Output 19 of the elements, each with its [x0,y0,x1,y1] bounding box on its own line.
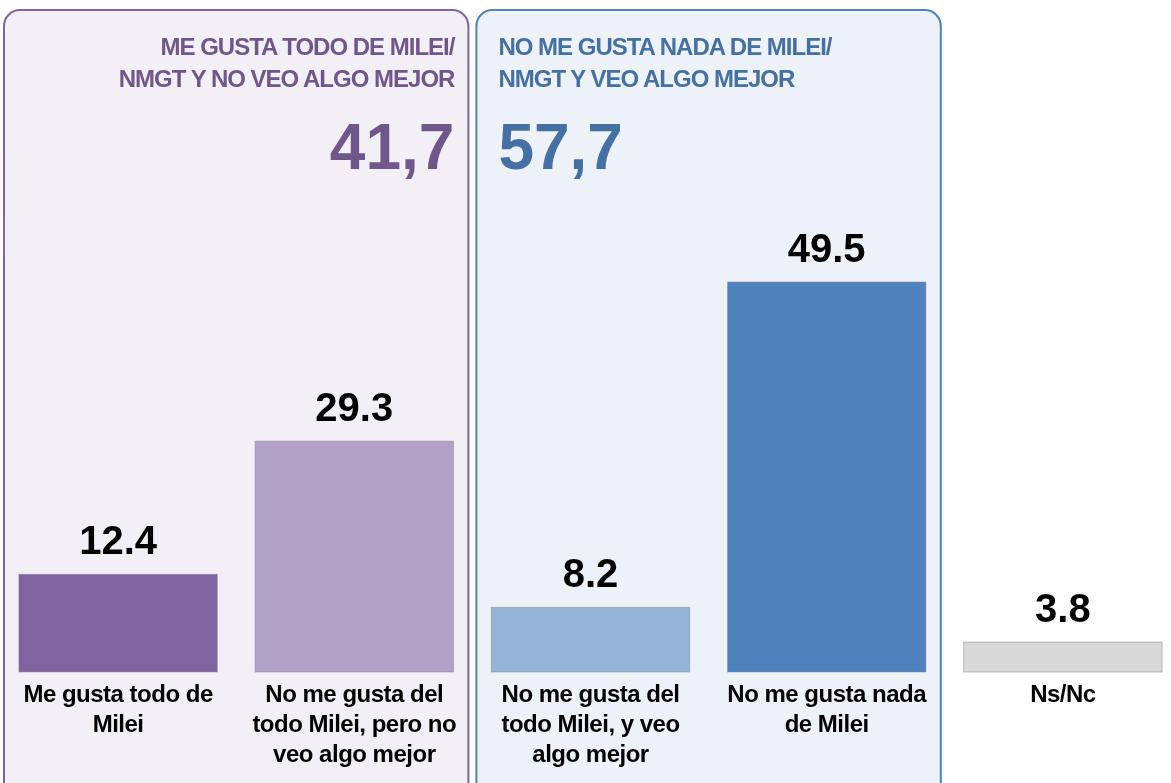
band-label: NO ME GUSTA NADA DE MILEI/ NMGT Y VEO ALGO MEJOR [498,33,833,92]
data-label: 12.4 [79,518,158,563]
x-tick-label: No me gusta nada de Milei [727,680,928,737]
text: 57,7 [498,111,623,183]
data-label: 8.2 [562,551,619,596]
bar [963,641,1163,673]
x-tick-label: No me gusta del todo Milei, y veo algo mejor [501,680,680,767]
x-tick-label: No me gusta del todo Milei, pero no veo algo mejor [252,680,457,767]
text: 41,7 [329,111,455,183]
data-label: 29.3 [315,385,394,430]
bar [490,606,691,673]
band-label: ME GUSTA TODO DE MILEI/ NMGT Y NO VEO ALGO MEJOR [118,33,456,92]
x-tick-label: Me gusta todo de Milei [23,680,213,737]
bar [18,573,218,673]
bar [727,281,927,673]
data-label: 3.8 [1035,586,1091,631]
bar [254,440,454,673]
x-tick-label: Ns/Nc [1030,680,1096,707]
data-label: 49.5 [787,226,866,270]
